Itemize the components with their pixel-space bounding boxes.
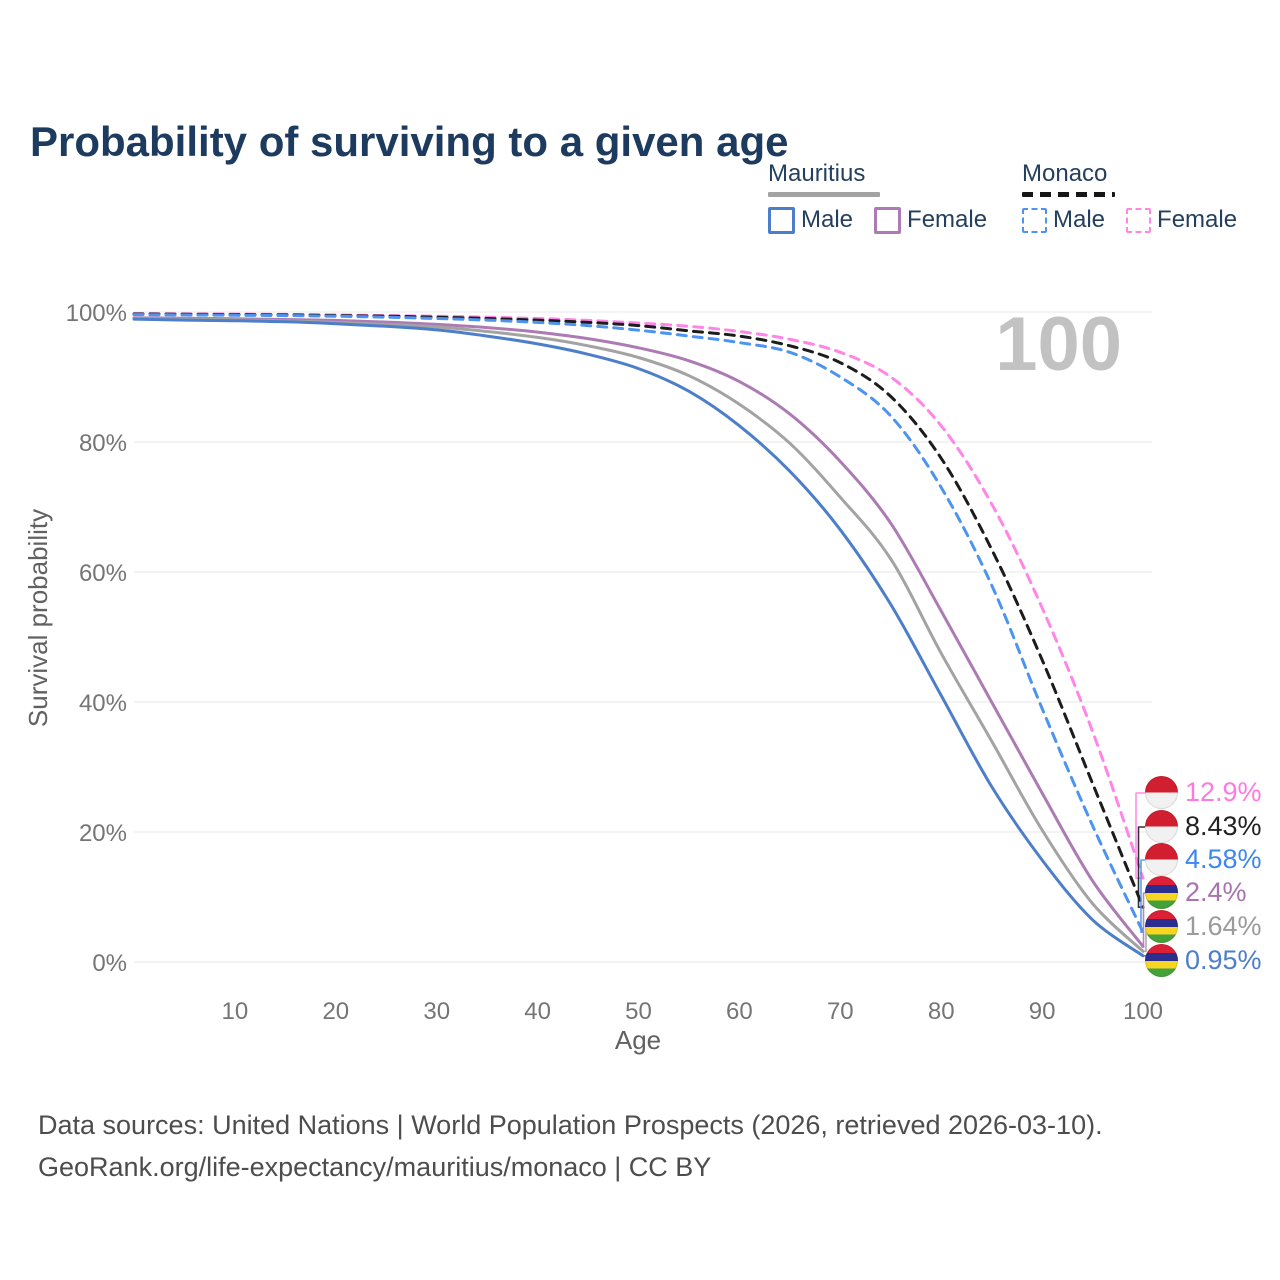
svg-text:80: 80 xyxy=(928,998,955,1025)
page-title: Probability of surviving to a given age xyxy=(30,118,789,166)
curve-mauritius-both[interactable] xyxy=(132,317,1145,953)
monaco-female-swatch xyxy=(1126,207,1152,233)
end-label-row: 1.64% xyxy=(1145,910,1262,943)
end-value-label: 8.43% xyxy=(1185,811,1262,841)
monaco-flag-icon xyxy=(1145,810,1178,843)
legend: Mauritius Male Female Monaco Male xyxy=(0,160,1280,240)
legend-group-monaco: Monaco Male Female xyxy=(1022,160,1237,234)
hover-age-watermark: 100 xyxy=(995,302,1122,387)
monaco-flag-icon xyxy=(1145,776,1178,809)
attribution-line: GeoRank.org/life-expectancy/mauritius/mo… xyxy=(38,1152,712,1182)
mauritius-line-style-swatch xyxy=(768,192,880,197)
mauritius-flag-icon xyxy=(1145,944,1178,977)
legend-item-label: Male xyxy=(1053,206,1106,233)
svg-text:80%: 80% xyxy=(79,430,127,457)
end-value-label: 0.95% xyxy=(1185,945,1262,975)
footer: Data sources: United Nations | World Pop… xyxy=(38,1104,1103,1188)
svg-text:40%: 40% xyxy=(79,690,127,717)
svg-text:0%: 0% xyxy=(92,950,127,977)
svg-text:20: 20 xyxy=(322,998,349,1025)
end-value-label: 2.4% xyxy=(1185,877,1247,907)
curve-monaco-male[interactable] xyxy=(132,313,1145,934)
svg-text:70: 70 xyxy=(827,998,854,1025)
legend-item-mauritius-male[interactable]: Male xyxy=(768,206,853,234)
svg-text:100: 100 xyxy=(1123,998,1163,1025)
svg-text:100%: 100% xyxy=(66,300,127,327)
monaco-flag-icon xyxy=(1145,843,1178,876)
mauritius-female-swatch xyxy=(874,206,902,234)
svg-text:20%: 20% xyxy=(79,820,127,847)
curve-mauritius-male[interactable] xyxy=(132,317,1145,958)
mauritius-male-swatch xyxy=(768,206,795,234)
curve-monaco-female[interactable] xyxy=(132,312,1145,880)
monaco-male-swatch xyxy=(1022,207,1047,233)
svg-text:90: 90 xyxy=(1029,998,1056,1025)
end-value-label: 4.58% xyxy=(1185,844,1262,874)
curve-mauritius-female[interactable] xyxy=(132,316,1145,948)
svg-text:40: 40 xyxy=(524,998,551,1025)
legend-item-label: Female xyxy=(907,206,988,233)
legend-country-monaco: Monaco xyxy=(1022,160,1108,187)
legend-group-mauritius: Mauritius Male Female xyxy=(768,160,987,234)
legend-item-monaco-female[interactable]: Female xyxy=(1126,206,1237,234)
survival-curves xyxy=(132,312,1145,958)
svg-text:30: 30 xyxy=(423,998,450,1025)
end-label-row: 0.95% xyxy=(1145,944,1262,977)
svg-text:50: 50 xyxy=(625,998,652,1025)
legend-item-monaco-male[interactable]: Male xyxy=(1022,206,1105,234)
data-sources-line: Data sources: United Nations | World Pop… xyxy=(38,1110,1103,1140)
y-axis-tick-labels: 0% 20% 40% 60% 80% 100% xyxy=(66,300,127,977)
svg-text:60%: 60% xyxy=(79,560,127,587)
legend-item-mauritius-female[interactable]: Female xyxy=(874,206,987,234)
x-axis-tick-labels: 10 20 30 40 50 60 70 80 90 100 xyxy=(222,998,1163,1025)
end-label-row: 12.9% xyxy=(1145,776,1262,809)
y-axis-title: Survival probability xyxy=(23,509,53,727)
svg-text:10: 10 xyxy=(222,998,249,1025)
gridlines xyxy=(134,311,1152,963)
mauritius-flag-icon xyxy=(1145,876,1178,909)
legend-item-label: Female xyxy=(1157,206,1238,233)
end-label-row: 8.43% xyxy=(1145,810,1262,843)
x-axis-title: Age xyxy=(615,1025,661,1055)
curve-monaco-both[interactable] xyxy=(132,312,1145,909)
legend-item-label: Male xyxy=(801,206,854,233)
end-label-row: 2.4% xyxy=(1145,876,1247,909)
mauritius-flag-icon xyxy=(1145,910,1178,943)
svg-text:60: 60 xyxy=(726,998,753,1025)
end-label-row: 4.58% xyxy=(1145,843,1262,876)
end-value-label: 1.64% xyxy=(1185,911,1262,941)
monaco-line-style-swatch xyxy=(1022,192,1115,197)
legend-country-mauritius: Mauritius xyxy=(768,160,866,187)
end-value-label: 12.9% xyxy=(1185,777,1262,807)
